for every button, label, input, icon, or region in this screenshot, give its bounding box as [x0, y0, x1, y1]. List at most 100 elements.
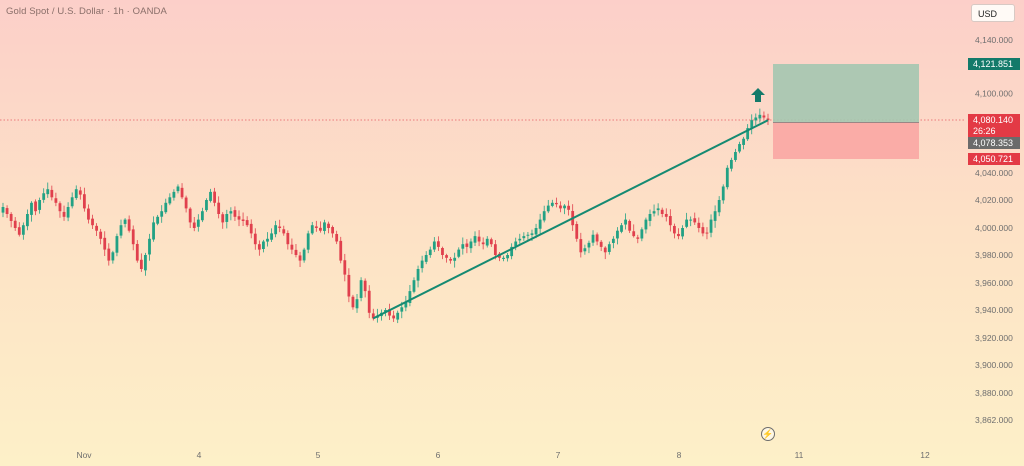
y-tick-label: 3,880.000 [975, 388, 1013, 398]
candle-body [294, 249, 298, 255]
candle-body [729, 159, 733, 169]
current-price-tag: 4,080.140 [968, 114, 1020, 126]
candle-body [766, 118, 770, 121]
candle-body [579, 239, 583, 253]
candle-body [620, 225, 623, 232]
candle-body [420, 260, 424, 269]
x-tick-label: 4 [197, 450, 202, 460]
candle-body [709, 219, 713, 233]
candle-body [628, 220, 632, 231]
candle-body [607, 244, 611, 252]
candle-body [253, 233, 257, 245]
candle-body [74, 189, 78, 199]
candle-body [184, 197, 188, 209]
candle-body [144, 255, 147, 271]
candle-body [257, 244, 261, 250]
candle-body [685, 219, 689, 227]
candle-body [318, 227, 322, 231]
candle-body [286, 232, 290, 245]
candle-body [367, 290, 371, 313]
candle-body [575, 223, 579, 239]
candle-body [689, 219, 693, 221]
candle-body [436, 241, 440, 247]
candle-body [616, 230, 619, 239]
y-tick-label: 4,140.000 [975, 35, 1013, 45]
candle-body [5, 208, 9, 214]
candle-body [624, 219, 627, 225]
candle-body [664, 213, 668, 217]
candle-body [363, 280, 367, 292]
candle-body [611, 238, 615, 243]
candle-body [742, 138, 745, 145]
candle-body [245, 220, 249, 226]
candle-body [70, 197, 74, 207]
candle-body [506, 255, 509, 259]
candle-body [473, 236, 477, 243]
candle-body [91, 218, 94, 226]
entry-price-tag: 4,078.353 [968, 137, 1020, 149]
long-arrow-icon [751, 88, 765, 102]
candle-body [469, 241, 473, 249]
candle-body [168, 197, 172, 204]
candle-body [510, 246, 514, 257]
candle-body [34, 201, 37, 212]
candle-body [388, 309, 391, 316]
y-tick-label: 4,000.000 [975, 223, 1013, 233]
candle-body [172, 191, 176, 198]
candle-body [192, 222, 196, 228]
lightning-icon[interactable]: ⚡ [761, 427, 775, 441]
candle-body [392, 315, 396, 319]
candle-body [103, 237, 107, 250]
candle-body [754, 117, 758, 121]
y-tick-label: 3,920.000 [975, 333, 1013, 343]
candle-body [131, 229, 135, 245]
candle-body [705, 232, 709, 234]
candle-body [518, 238, 522, 241]
y-tick-label: 3,960.000 [975, 278, 1013, 288]
candle-body [17, 227, 21, 235]
candle-body [591, 234, 595, 243]
candle-body [428, 249, 432, 256]
candle-body [323, 222, 326, 231]
x-tick-label: 6 [436, 450, 441, 460]
candle-body [660, 209, 664, 214]
candle-body [298, 255, 302, 261]
candle-body [412, 280, 416, 292]
candle-body [217, 202, 221, 214]
x-tick-label: 11 [795, 450, 804, 460]
candle-body [347, 274, 351, 297]
candle-body [489, 239, 493, 245]
candle-body [534, 228, 538, 235]
candle-body [278, 226, 282, 228]
candle-body [351, 296, 355, 308]
candle-body [595, 234, 599, 242]
candle-body [302, 249, 306, 261]
candle-body [270, 233, 273, 240]
currency-button[interactable]: USD [971, 4, 1015, 22]
x-tick-label: Nov [76, 450, 92, 460]
candle-body [530, 233, 534, 235]
candle-body [339, 240, 343, 261]
candle-body [758, 114, 762, 119]
candle-body [457, 249, 461, 257]
candle-body [445, 255, 448, 258]
y-tick-label: 4,020.000 [975, 195, 1013, 205]
candle-body [603, 247, 607, 253]
candle-body [697, 222, 701, 228]
candle-body [327, 223, 330, 228]
candle-body [46, 189, 50, 195]
candle-body [241, 219, 245, 221]
candle-body [156, 216, 160, 224]
candle-body [485, 238, 489, 246]
candle-body [123, 219, 127, 224]
candle-body [404, 301, 408, 308]
candle-body [355, 299, 359, 309]
candle-body [310, 225, 314, 234]
stop-price-tag: 4,050.721 [968, 153, 1020, 165]
candle-body [306, 233, 310, 250]
candle-body [400, 307, 404, 312]
candle-body [290, 244, 294, 250]
candle-body [640, 229, 644, 239]
